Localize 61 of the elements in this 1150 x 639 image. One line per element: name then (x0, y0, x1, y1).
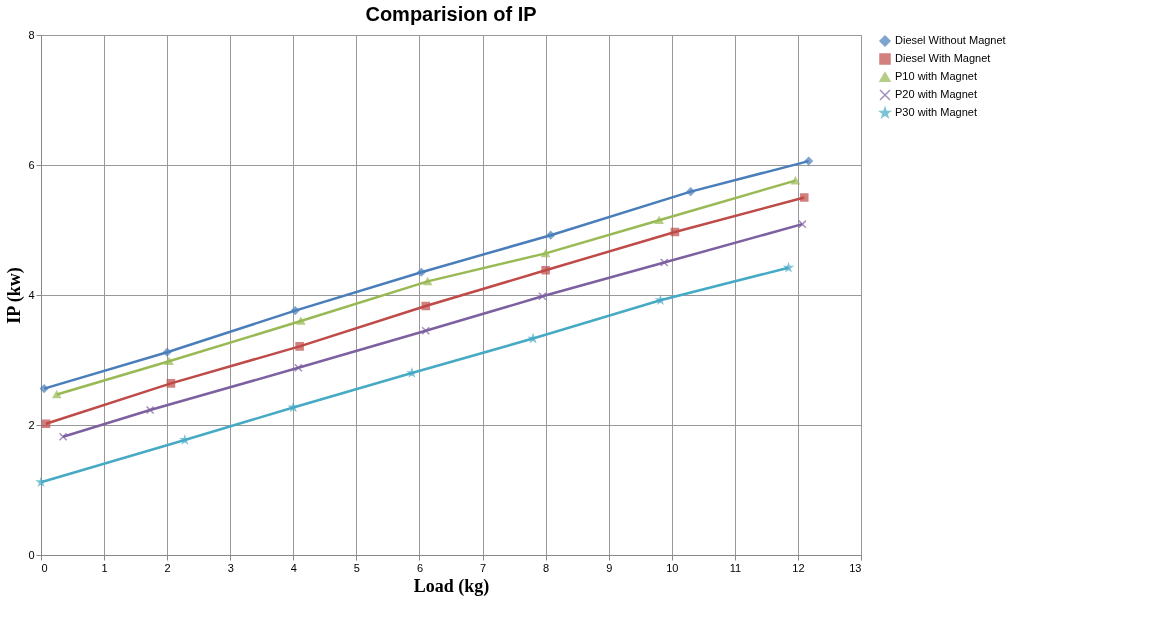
point (541, 266, 550, 275)
x-axis-title: Load (kg) (413, 575, 490, 597)
point (290, 306, 300, 315)
point (295, 342, 304, 351)
x-tick-label: 0 (41, 561, 48, 574)
point (164, 357, 174, 366)
point (804, 156, 813, 166)
point (41, 419, 51, 428)
point (145, 405, 155, 415)
x-tick-label: 12 (792, 561, 805, 574)
legend-label: Diesel With Magnet (895, 52, 991, 64)
point (421, 326, 431, 336)
point (656, 295, 665, 304)
x-tick-label: 8 (543, 561, 550, 574)
point (417, 267, 426, 277)
point (799, 193, 809, 202)
point (421, 301, 431, 311)
legend-label: Diesel Without Magnet (895, 34, 1006, 46)
point (546, 230, 555, 240)
chart-title: Comparision of IP (365, 3, 537, 25)
legend-label: P20 with Magnet (895, 88, 977, 100)
x-tick-label: 11 (729, 561, 742, 574)
point (407, 368, 416, 377)
point (58, 432, 68, 441)
x-tick-label: 7 (479, 561, 487, 574)
point (166, 379, 176, 388)
x-tick-label: 6 (416, 561, 424, 574)
point (294, 363, 303, 373)
y-tick-label: 2 (28, 418, 35, 431)
point (180, 435, 189, 444)
point (52, 390, 62, 399)
point (659, 258, 669, 267)
x-tick-label: 5 (353, 561, 360, 574)
y-tick-label: 4 (28, 288, 35, 301)
x-tick-label: 4 (290, 561, 297, 574)
point (36, 477, 46, 486)
y-tick-label: 6 (28, 158, 35, 171)
x-tick-label: 2 (164, 561, 171, 574)
point (423, 277, 432, 286)
point (162, 347, 172, 357)
legend-label: P30 with Magnet (895, 106, 977, 118)
x-tick-label: 1 (101, 561, 108, 574)
y-tick-label: 0 (28, 548, 35, 561)
y-axis-title: IP (kw) (4, 267, 26, 324)
point (670, 227, 680, 237)
point (538, 292, 547, 301)
x-tick-label: 13 (849, 561, 862, 574)
point (528, 334, 538, 343)
x-tick-label: 10 (666, 561, 679, 574)
legend-label: P10 with Magnet (895, 70, 977, 82)
x-tick-label: 9 (606, 561, 613, 574)
point (791, 176, 800, 185)
point (541, 249, 550, 258)
point (686, 187, 695, 196)
point (296, 317, 306, 325)
point (784, 263, 793, 272)
x-tick-label: 3 (227, 561, 234, 574)
point (39, 384, 49, 393)
y-tick-label: 8 (28, 28, 35, 41)
point (798, 219, 807, 229)
point (654, 216, 664, 225)
